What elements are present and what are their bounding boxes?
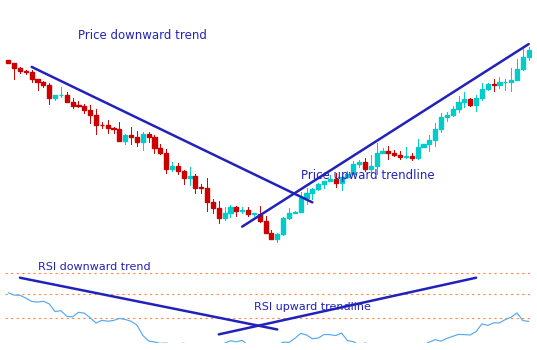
Bar bbox=[410, 155, 414, 158]
Bar bbox=[339, 177, 344, 183]
Bar bbox=[6, 61, 10, 63]
Bar bbox=[386, 151, 390, 153]
Bar bbox=[258, 214, 262, 221]
Bar bbox=[351, 164, 355, 174]
Bar bbox=[88, 110, 92, 114]
Bar bbox=[456, 102, 461, 109]
Bar bbox=[363, 162, 367, 169]
Text: RSI upward trendline: RSI upward trendline bbox=[254, 302, 371, 312]
Bar bbox=[70, 102, 75, 106]
Bar bbox=[474, 98, 478, 105]
Bar bbox=[381, 151, 384, 153]
Bar bbox=[24, 71, 28, 72]
Bar bbox=[416, 147, 419, 158]
Bar bbox=[433, 129, 437, 140]
Text: Price downward trend: Price downward trend bbox=[78, 29, 207, 42]
Bar bbox=[182, 172, 186, 178]
Bar bbox=[304, 193, 309, 198]
Bar bbox=[299, 198, 303, 212]
Bar bbox=[275, 233, 279, 239]
Bar bbox=[264, 221, 267, 233]
Bar bbox=[106, 126, 110, 128]
Bar bbox=[94, 114, 98, 126]
Bar bbox=[270, 233, 273, 239]
Bar bbox=[147, 134, 151, 137]
Bar bbox=[345, 174, 350, 177]
Bar bbox=[164, 153, 168, 169]
Bar bbox=[18, 69, 22, 71]
Bar bbox=[462, 99, 467, 102]
Bar bbox=[53, 96, 57, 98]
Bar bbox=[521, 57, 525, 69]
Bar bbox=[293, 212, 297, 213]
Bar bbox=[445, 115, 449, 117]
Bar bbox=[112, 128, 115, 130]
Bar bbox=[316, 184, 320, 189]
Bar bbox=[141, 134, 145, 142]
Bar bbox=[123, 135, 127, 141]
Bar bbox=[287, 213, 291, 218]
Bar bbox=[211, 202, 215, 209]
Text: RSI downward trend: RSI downward trend bbox=[38, 262, 150, 272]
Bar bbox=[328, 179, 332, 181]
Bar bbox=[422, 145, 425, 147]
Bar bbox=[41, 82, 46, 85]
Bar bbox=[228, 206, 233, 213]
Bar bbox=[527, 50, 531, 57]
Bar bbox=[59, 94, 63, 96]
Bar bbox=[170, 166, 174, 169]
Bar bbox=[281, 218, 285, 233]
Bar bbox=[509, 80, 513, 82]
Bar bbox=[12, 63, 16, 69]
Bar bbox=[491, 84, 496, 85]
Bar bbox=[187, 176, 192, 178]
Bar bbox=[193, 176, 198, 188]
Bar bbox=[322, 181, 326, 184]
Bar bbox=[158, 148, 162, 153]
Bar bbox=[176, 166, 180, 172]
Bar bbox=[234, 206, 238, 211]
Bar bbox=[310, 189, 314, 193]
Bar bbox=[82, 106, 86, 110]
Bar bbox=[100, 125, 104, 126]
Bar bbox=[398, 155, 402, 158]
Bar bbox=[427, 140, 431, 145]
Bar bbox=[35, 79, 40, 82]
Bar bbox=[404, 155, 408, 158]
Bar bbox=[333, 179, 338, 183]
Bar bbox=[486, 84, 490, 90]
Bar bbox=[252, 213, 256, 214]
Bar bbox=[223, 213, 227, 218]
Bar bbox=[468, 99, 472, 105]
Bar bbox=[30, 72, 34, 79]
Text: Price upward trendline: Price upward trendline bbox=[301, 169, 434, 182]
Bar bbox=[118, 130, 121, 141]
Bar bbox=[369, 166, 373, 169]
Bar bbox=[240, 210, 244, 211]
Bar bbox=[129, 135, 133, 137]
Bar bbox=[76, 105, 81, 106]
Bar bbox=[439, 117, 443, 129]
Bar bbox=[246, 210, 250, 214]
Bar bbox=[515, 69, 519, 80]
Bar bbox=[153, 137, 156, 148]
Bar bbox=[375, 153, 379, 166]
Bar bbox=[65, 95, 69, 101]
Bar bbox=[205, 188, 209, 202]
Bar bbox=[392, 153, 396, 155]
Bar bbox=[357, 162, 361, 164]
Bar bbox=[497, 82, 502, 85]
Bar bbox=[451, 109, 455, 115]
Bar bbox=[480, 90, 484, 98]
Bar bbox=[47, 85, 51, 98]
Bar bbox=[217, 209, 221, 218]
Bar bbox=[199, 187, 204, 188]
Bar bbox=[135, 137, 139, 142]
